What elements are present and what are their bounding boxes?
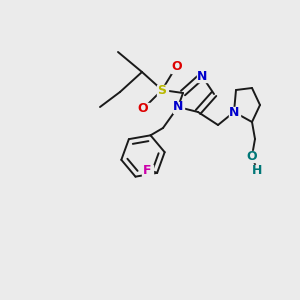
Text: O: O [247, 149, 257, 163]
Bar [170, 61, 182, 73]
Text: N: N [229, 106, 239, 118]
Text: O: O [138, 101, 148, 115]
Bar [247, 151, 257, 161]
Bar [229, 106, 239, 118]
Bar [139, 103, 149, 113]
Bar [157, 85, 167, 95]
Bar [172, 101, 184, 112]
Bar [142, 165, 153, 176]
Text: H: H [252, 164, 262, 176]
Text: N: N [197, 70, 207, 83]
Text: N: N [173, 100, 183, 113]
Bar [251, 164, 262, 175]
Text: O: O [172, 61, 182, 74]
Text: S: S [158, 83, 166, 97]
Bar [196, 70, 208, 82]
Text: F: F [143, 164, 152, 177]
